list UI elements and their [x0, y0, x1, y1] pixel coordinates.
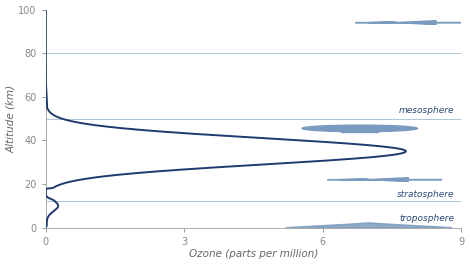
Polygon shape	[340, 179, 371, 180]
Text: stratosphere: stratosphere	[397, 190, 454, 199]
Polygon shape	[399, 23, 437, 24]
Polygon shape	[371, 180, 409, 181]
Polygon shape	[328, 179, 442, 180]
X-axis label: Ozone (parts per million): Ozone (parts per million)	[189, 249, 318, 259]
Y-axis label: Altitude (km): Altitude (km)	[6, 85, 16, 153]
Text: troposphere: troposphere	[400, 214, 454, 223]
Polygon shape	[286, 223, 452, 228]
Polygon shape	[368, 22, 399, 23]
Ellipse shape	[302, 125, 417, 132]
Polygon shape	[371, 178, 409, 180]
Text: mesosphere: mesosphere	[399, 106, 454, 115]
Bar	[341, 131, 378, 132]
Polygon shape	[399, 21, 437, 23]
